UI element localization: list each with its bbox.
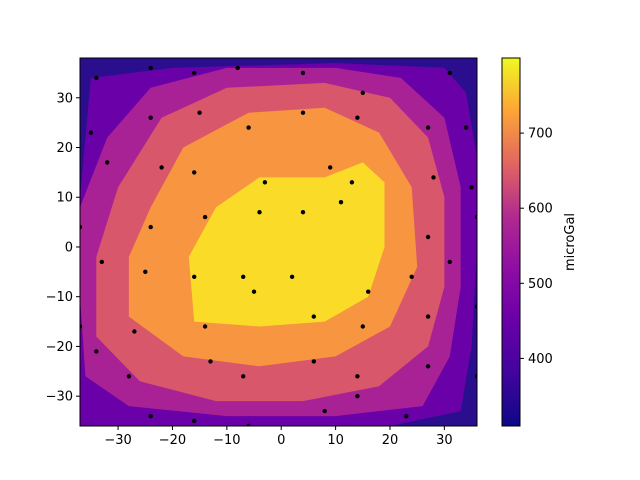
sample-point — [202, 214, 208, 220]
sample-point — [148, 115, 153, 120]
sample-point — [311, 314, 316, 319]
sample-point — [474, 304, 477, 309]
x-tick-label: −10 — [213, 433, 240, 448]
sample-point — [447, 259, 452, 265]
x-tick-label: 20 — [382, 433, 399, 448]
y-tick-label: 30 — [56, 91, 73, 106]
sample-point — [148, 224, 153, 230]
sample-point — [80, 224, 83, 230]
colorbar-tick-label: 600 — [528, 202, 553, 217]
sample-point — [202, 324, 208, 329]
sample-point — [474, 374, 477, 379]
sample-point — [289, 274, 295, 279]
sample-point — [328, 165, 333, 170]
y-tick-label: −10 — [46, 290, 73, 305]
sample-point — [257, 210, 262, 215]
x-tick-label: 10 — [327, 433, 344, 448]
sample-point — [192, 274, 197, 279]
sample-point — [241, 274, 246, 279]
sample-point — [241, 374, 246, 379]
sample-point — [235, 65, 240, 71]
sample-points — [80, 65, 477, 426]
sample-point — [300, 110, 306, 115]
sample-point — [349, 180, 355, 185]
sample-point — [148, 413, 153, 419]
sample-point — [469, 185, 474, 190]
sample-point — [425, 364, 431, 369]
sample-point — [463, 125, 469, 130]
x-tick-label: 0 — [277, 433, 285, 448]
x-axis-ticks: −30 −20 −10 0 10 20 30 — [104, 426, 453, 448]
sample-point — [94, 75, 99, 81]
plot-frame — [79, 57, 478, 427]
contour-fills — [80, 58, 477, 426]
y-tick-label: 20 — [56, 141, 73, 156]
colorbar-label: microGal — [563, 213, 578, 271]
sample-point — [80, 324, 83, 329]
sample-point — [300, 70, 306, 76]
sample-point — [246, 125, 251, 130]
sample-point — [425, 234, 431, 240]
sample-point — [126, 374, 132, 379]
sample-point — [360, 90, 365, 96]
y-tick-label: 0 — [65, 240, 73, 255]
colorbar — [501, 57, 521, 427]
sample-point — [425, 314, 431, 319]
sample-point — [300, 210, 306, 215]
colorbar-tick-label: 700 — [528, 127, 553, 142]
x-tick-label: −30 — [104, 433, 131, 448]
sample-point — [94, 349, 99, 354]
sample-point — [366, 289, 371, 294]
sample-point — [262, 180, 268, 185]
y-axis-ticks: −30 −20 −10 0 10 20 30 — [46, 91, 80, 405]
sample-point — [425, 125, 431, 130]
sample-point — [192, 170, 197, 175]
sample-point — [338, 200, 344, 205]
y-tick-label: −20 — [46, 340, 73, 355]
sample-point — [355, 374, 360, 379]
sample-point — [355, 394, 360, 399]
colorbar-ticks: 400 500 600 700 — [520, 127, 553, 367]
sample-point — [322, 408, 327, 414]
x-tick-label: 30 — [436, 433, 453, 448]
sample-point — [246, 423, 251, 426]
sample-point — [404, 413, 409, 419]
colorbar-tick-label: 400 — [528, 352, 553, 367]
sample-point — [192, 418, 197, 424]
sample-point — [192, 70, 197, 76]
sample-point — [355, 115, 360, 120]
x-tick-label: −20 — [159, 433, 186, 448]
sample-point — [148, 65, 153, 71]
sample-point — [360, 324, 365, 329]
sample-point — [474, 214, 477, 220]
sample-point — [132, 329, 137, 334]
y-tick-label: 10 — [56, 191, 73, 206]
y-tick-label: −30 — [46, 390, 73, 405]
sample-point — [447, 70, 452, 76]
sample-point — [197, 110, 202, 115]
sample-point — [105, 160, 110, 165]
sample-point — [431, 175, 436, 180]
contour-band-5 — [188, 162, 385, 327]
sample-point — [208, 359, 213, 364]
sample-point — [251, 289, 257, 294]
sample-point — [159, 165, 164, 170]
sample-point — [311, 359, 316, 364]
sample-point — [99, 259, 105, 265]
sample-point — [143, 269, 148, 274]
sample-point — [88, 130, 94, 135]
sample-point — [409, 274, 414, 279]
colorbar-tick-label: 500 — [528, 277, 553, 292]
